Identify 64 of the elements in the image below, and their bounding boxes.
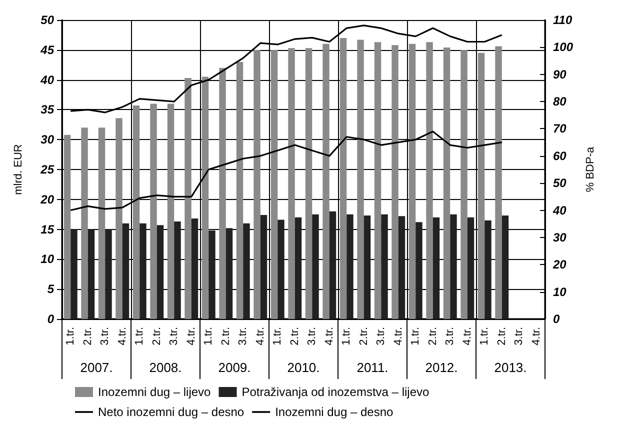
y2-tick-label: 0 — [553, 312, 560, 326]
x-tick-label: 4.tr. — [185, 327, 198, 346]
y-tick-label: 50 — [40, 13, 54, 27]
y-tick-label: 10 — [40, 252, 54, 266]
y-tick-label: 15 — [40, 222, 54, 236]
y-tick-label: 20 — [40, 192, 54, 206]
legend-label: Potraživanja od inozemstva – lijevo — [242, 385, 430, 399]
x-tick-label: 2.tr. — [496, 327, 508, 346]
x-tick-label: 2.tr. — [220, 327, 232, 346]
text: 2007. — [80, 360, 113, 375]
text: 2012. — [425, 360, 458, 375]
x-tick-label: 3.tr. — [375, 327, 388, 346]
x-tick-label: 1.tr. — [478, 327, 491, 346]
x-tick-label: 1.tr. — [202, 327, 215, 346]
x-tick-label: 2.tr. — [358, 327, 370, 346]
x-tick-label: 2.tr. — [150, 327, 163, 346]
y2-tick-label: 110 — [553, 13, 572, 27]
text: 2008. — [149, 360, 182, 375]
y2-tick-label: 80 — [553, 94, 567, 109]
x-tick-label: 1.tr. — [64, 327, 77, 346]
text: 2013. — [494, 360, 527, 375]
x-tick-label: 3.tr. — [306, 327, 318, 346]
y-tick-label: 40 — [40, 72, 54, 87]
y-tick-label: 5 — [47, 282, 54, 296]
y2-tick-label: 70 — [553, 122, 567, 136]
x-tick-label: 4.tr. — [392, 327, 404, 346]
y-axis-title: mlrd. EUR — [12, 144, 24, 195]
y2-tick-label: 90 — [553, 67, 567, 82]
x-tick-label: 3.tr. — [444, 327, 456, 346]
y2-tick-label: 20 — [552, 258, 567, 272]
y-tick-label: 30 — [40, 132, 54, 147]
text: 2010. — [287, 360, 320, 375]
y2-tick-label: 100 — [553, 40, 574, 54]
text: 2011. — [356, 360, 388, 375]
x-tick-label: 3.tr. — [99, 327, 112, 346]
y-tick-label: 0 — [47, 312, 54, 326]
x-tick-label: 2.tr. — [288, 327, 301, 346]
x-tick-label: 1.tr. — [272, 327, 284, 346]
y2-tick-label: 60 — [553, 148, 567, 163]
x-tick-label: 2.tr. — [82, 327, 94, 346]
y2-tick-label: 40 — [552, 203, 567, 218]
x-tick-label: 1.tr. — [410, 327, 422, 346]
x-tick-label: 1.tr. — [134, 327, 146, 346]
x-tick-label: 4.tr. — [116, 327, 128, 346]
legend-label: Inozemni dug – lijevo — [98, 385, 212, 399]
legend-label: Neto inozemni dug – desno — [98, 405, 244, 419]
y-tick-label: 25 — [40, 162, 54, 176]
y-tick-label: 45 — [40, 42, 54, 57]
x-tick-label: 4.tr. — [461, 327, 474, 346]
x-tick-label: 3.tr. — [237, 327, 250, 346]
y2-tick-label: 10 — [553, 284, 567, 299]
legend-label: Inozemni dug – desno — [275, 405, 394, 419]
text: 2009. — [218, 360, 251, 375]
y2-tick-label: 50 — [553, 176, 567, 190]
y-tick-label: 35 — [40, 102, 54, 117]
x-tick-label: 4.tr. — [530, 327, 542, 346]
x-tick-label: 1.tr. — [340, 327, 353, 346]
y2-axis-title: % BDP-a — [584, 146, 596, 192]
x-tick-label: 3.tr. — [513, 327, 526, 346]
x-tick-label: 3.tr. — [168, 327, 180, 346]
y2-tick-label: 30 — [553, 230, 567, 244]
x-tick-label: 2.tr. — [426, 327, 439, 346]
x-tick-label: 4.tr. — [254, 327, 266, 346]
x-tick-label: 4.tr. — [323, 327, 336, 346]
